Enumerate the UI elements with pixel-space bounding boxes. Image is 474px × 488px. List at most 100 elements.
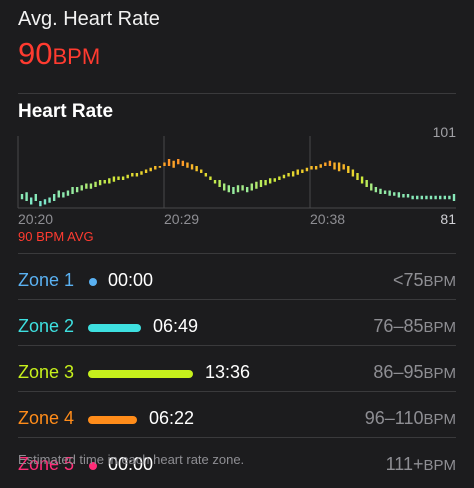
heart-rate-bar [383, 190, 387, 194]
zone-row[interactable]: Zone 1 00:00 <75BPM [18, 258, 456, 304]
heart-rate-bar [328, 160, 332, 166]
avg-heart-rate-value: 90BPM [18, 38, 100, 72]
heart-rate-bar [337, 162, 341, 172]
heart-rate-bar [190, 164, 194, 170]
heart-rate-bar [158, 166, 162, 168]
heart-rate-bar [291, 171, 295, 177]
heart-rate-bar [397, 192, 401, 198]
heart-rate-bar [52, 194, 56, 201]
heart-rate-bar [94, 181, 97, 187]
zone-duration-dot [89, 462, 97, 470]
heart-rate-bar [342, 164, 345, 170]
heart-rate-bar [25, 192, 28, 201]
zone-row[interactable]: Zone 2 06:49 76–85BPM [18, 304, 456, 350]
heart-rate-bar [250, 183, 253, 191]
heart-rate-bar [39, 201, 42, 207]
zone-range-unit: BPM [423, 365, 456, 382]
x-tick-label: 20:38 [310, 211, 346, 227]
heart-rate-bar [448, 195, 451, 200]
y-max-label: 101 [432, 124, 456, 140]
heart-rate-bar [167, 159, 171, 166]
heart-rate-bar [144, 169, 148, 173]
heart-rate-bar [351, 169, 355, 177]
heart-rate-bar [80, 185, 83, 191]
heart-rate-bar [255, 181, 258, 189]
heart-rate-bar [333, 162, 336, 170]
heart-rate-bar [62, 192, 65, 198]
heart-rate-bar [163, 162, 166, 166]
zone-range-value: 96–110 [364, 408, 424, 428]
heart-rate-bar [259, 180, 263, 187]
heart-rate-bar [236, 185, 240, 193]
zone-name: Zone 5 [18, 454, 75, 474]
zone-range-value: <75 [392, 270, 424, 290]
heart-rate-bar [379, 188, 382, 194]
heart-rate-bar [57, 190, 60, 198]
avg-value-unit: BPM [52, 44, 101, 69]
zone-range-value: 86–95 [373, 362, 424, 382]
y-min-label: 81 [440, 211, 456, 227]
heart-rate-bar [34, 194, 37, 201]
heart-rate-bar [324, 162, 327, 166]
heart-rate-bar [218, 180, 221, 187]
zone-duration-bar [88, 324, 141, 332]
zone-range: 111+BPM [386, 454, 456, 475]
divider [18, 391, 456, 392]
heart-rate-bar [268, 178, 272, 184]
avg-bpm-label: 90 BPM AVG [18, 229, 94, 244]
zone-range-unit: BPM [423, 273, 456, 290]
heart-rate-bar [200, 169, 203, 173]
heart-rate-bar [66, 190, 70, 196]
heart-rate-bar [140, 171, 143, 175]
avg-value-number: 90 [18, 36, 53, 71]
zone-duration-bar [88, 370, 193, 378]
zone-duration-bar [88, 416, 137, 424]
zone-range: 96–110BPM [365, 408, 456, 429]
zone-range-unit: BPM [423, 411, 456, 428]
heart-rate-bar [227, 185, 231, 193]
heart-rate-bar [181, 160, 185, 166]
heart-rate-bar [209, 176, 212, 180]
heart-rate-bar [314, 166, 318, 170]
heart-rate-bar [112, 176, 116, 182]
heart-rate-bar [278, 176, 281, 180]
heart-rate-bar [154, 166, 157, 170]
zone-name: Zone 2 [18, 316, 75, 336]
heart-rate-bar [360, 176, 364, 184]
heart-rate-bar [305, 167, 309, 172]
heart-rate-bar [264, 180, 267, 186]
zone-range-unit: BPM [423, 319, 456, 336]
heart-rate-bar [108, 178, 111, 184]
heart-rate-bar [393, 192, 396, 196]
heart-rate-bar [310, 166, 313, 170]
heart-rate-bar [172, 160, 175, 168]
heart-rate-bar [388, 190, 391, 196]
zone-row[interactable]: Zone 5 00:00 111+BPM [18, 442, 456, 488]
heart-rate-bar [420, 195, 424, 200]
heart-rate-bar [434, 195, 437, 200]
zone-time: 06:49 [153, 316, 199, 336]
zone-range-unit: BPM [423, 457, 456, 474]
heart-rate-bar [319, 164, 322, 168]
zone-row[interactable]: Zone 4 06:22 96–110BPM [18, 396, 456, 442]
divider [18, 437, 456, 438]
heart-rate-chart[interactable] [0, 130, 474, 212]
heart-rate-bar [126, 174, 129, 179]
heart-rate-bar [425, 195, 428, 200]
heart-rate-bar [232, 187, 235, 194]
zone-time: 06:22 [149, 408, 195, 428]
heart-rate-bar [245, 187, 249, 193]
heart-rate-bar [117, 176, 120, 180]
heart-rate-bar [282, 174, 286, 179]
zone-range: <75BPM [393, 270, 456, 291]
heart-rate-bar [411, 195, 414, 200]
x-tick-label: 20:29 [164, 211, 200, 227]
divider [18, 299, 456, 300]
heart-rate-bar [71, 187, 74, 194]
zone-duration-dot [89, 278, 97, 286]
heart-rate-bar [204, 173, 208, 177]
heart-rate-bar [75, 187, 79, 193]
heart-rate-bar [439, 195, 442, 200]
heart-rate-bar [402, 194, 405, 198]
zone-row[interactable]: Zone 3 13:36 86–95BPM [18, 350, 456, 396]
